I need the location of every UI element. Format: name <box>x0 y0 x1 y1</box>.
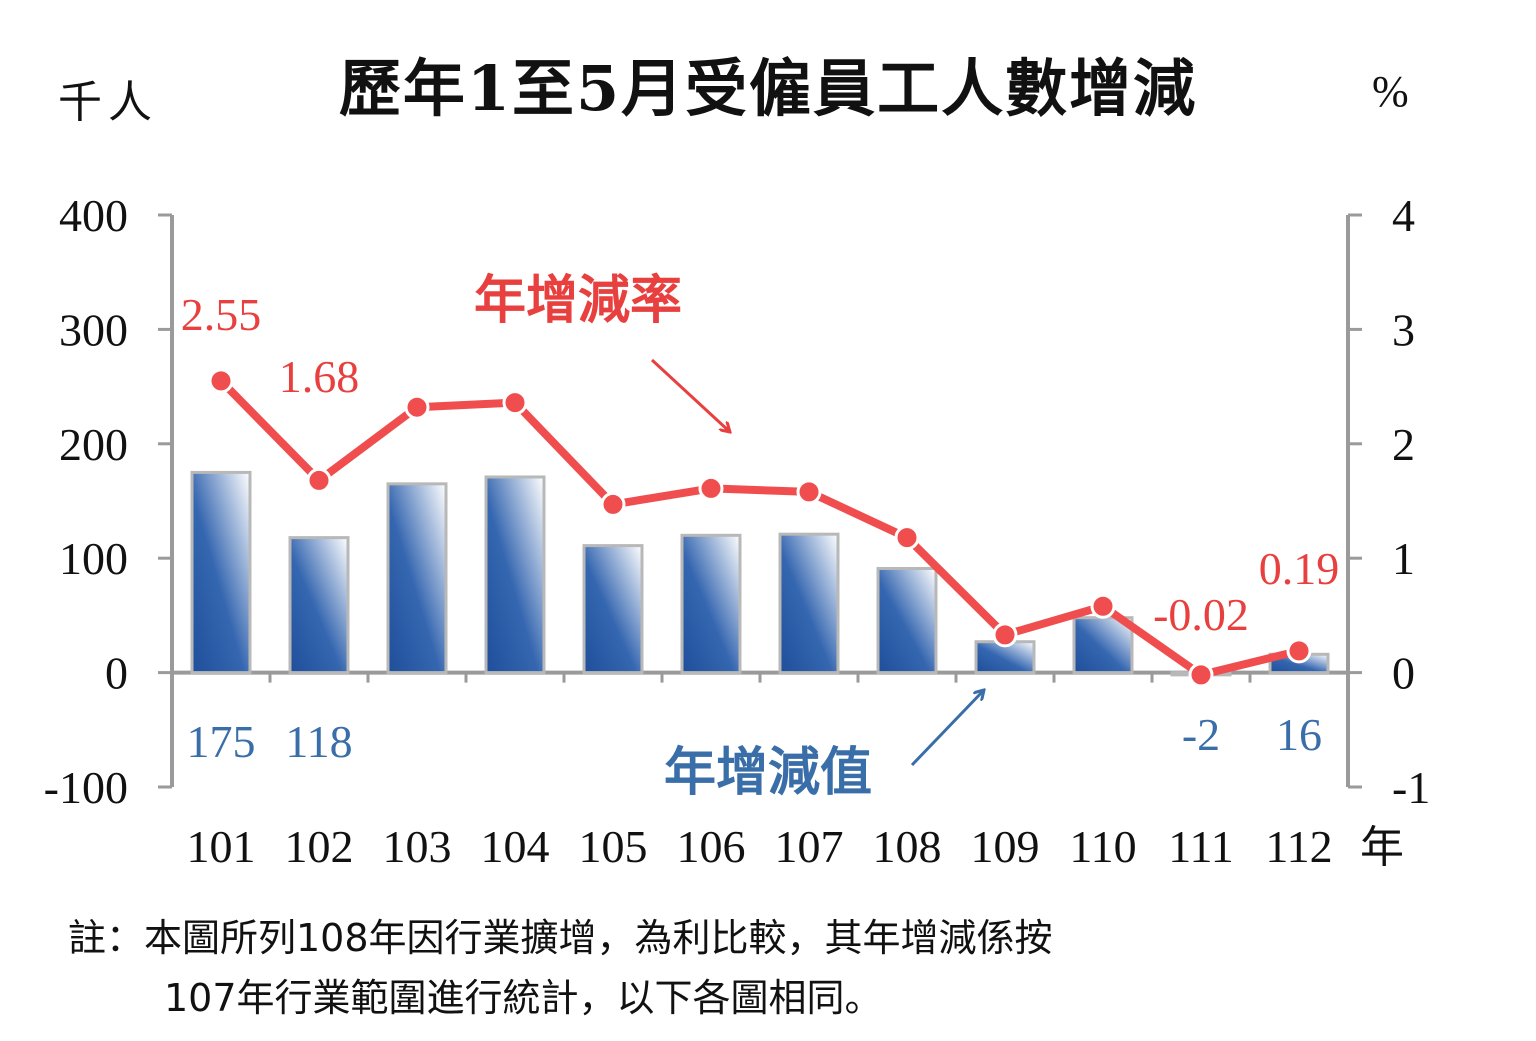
rate-point <box>404 394 430 420</box>
right-tick-label: 3 <box>1392 304 1415 355</box>
right-tick-label: 2 <box>1392 419 1415 470</box>
rate-point <box>698 475 724 501</box>
right-tick-label: 4 <box>1392 190 1415 241</box>
x-tick-label: 108 <box>873 821 942 872</box>
value-arrow-icon <box>910 690 984 767</box>
rate-point <box>1286 638 1312 664</box>
bar-data-label: 16 <box>1276 709 1322 760</box>
rate-point <box>208 368 234 394</box>
rate-point <box>502 390 528 416</box>
rate-data-label: 0.19 <box>1259 543 1340 594</box>
bar <box>778 532 840 675</box>
footnote: 註：本圖所列108年因行業擴增，為利比較，其年增減係按 107年行業範圍進行統計… <box>68 908 1053 1028</box>
rate-point <box>306 467 332 493</box>
bar <box>582 544 644 675</box>
right-tick-label: 0 <box>1392 648 1415 699</box>
bar-series <box>190 470 1330 677</box>
bar <box>190 470 252 675</box>
left-axis-unit: 千人 <box>58 77 158 128</box>
line-series <box>208 368 1312 688</box>
rate-data-label: 2.55 <box>181 289 262 340</box>
rate-point <box>600 491 626 517</box>
left-tick-label: 400 <box>59 190 128 241</box>
data-labels: 2.55 1.68 -0.020.19 175 118 -2 16 <box>181 289 1340 767</box>
x-tick-label: 104 <box>481 821 550 872</box>
x-axis-unit: 年 <box>1360 822 1404 873</box>
x-tick-label: 111 <box>1168 821 1234 872</box>
bar <box>386 482 448 675</box>
left-tick-label: 100 <box>59 533 128 584</box>
x-tick-label: 102 <box>285 821 354 872</box>
rate-point <box>992 622 1018 648</box>
value-series-label: 年增減值 <box>664 743 872 803</box>
bar-data-label: 175 <box>187 716 256 767</box>
axes: 400 300 200 100 0 -100 4 3 2 1 0 -1 101 102 103 104 105 1… <box>44 190 1431 872</box>
x-tick-label: 107 <box>775 821 844 872</box>
bar-data-label: -2 <box>1182 709 1220 760</box>
x-tick-label: 109 <box>971 821 1040 872</box>
right-tick-label: -1 <box>1392 762 1430 813</box>
chart-title: 歷年1至5月受僱員工人數增減 <box>338 52 1198 125</box>
bar <box>680 533 742 675</box>
left-tick-label: 0 <box>105 648 128 699</box>
rate-line <box>218 378 1300 679</box>
bar <box>484 475 546 675</box>
x-tick-label: 103 <box>383 821 452 872</box>
left-tick-label: 300 <box>59 304 128 355</box>
rate-data-label: -0.02 <box>1153 589 1249 640</box>
chart-canvas: 400 300 200 100 0 -100 4 3 2 1 0 -1 101 102 103 104 105 1… <box>44 190 1431 873</box>
x-tick-label: 112 <box>1265 821 1332 872</box>
left-tick-label: -100 <box>44 762 128 813</box>
x-tick-label: 110 <box>1069 821 1136 872</box>
right-axis-unit: % <box>1372 67 1409 116</box>
bar-data-label: 118 <box>285 716 352 767</box>
x-tick-label: 105 <box>579 821 648 872</box>
left-tick-label: 200 <box>59 419 128 470</box>
bar <box>876 566 938 675</box>
footnote-line-2: 107年行業範圍進行統計，以下各圖相同。 <box>164 976 883 1020</box>
bar <box>288 536 350 675</box>
rate-data-label: 1.68 <box>279 351 360 402</box>
bar <box>1072 616 1134 675</box>
rate-point <box>796 479 822 505</box>
footnote-line-1: 註：本圖所列108年因行業擴增，為利比較，其年增減係按 <box>68 916 1053 960</box>
rate-arrow-icon <box>650 358 730 432</box>
rate-point <box>894 525 920 551</box>
x-tick-label: 106 <box>677 821 746 872</box>
rate-point <box>1090 593 1116 619</box>
rate-point <box>1188 662 1214 688</box>
x-tick-label: 101 <box>187 821 256 872</box>
right-tick-label: 1 <box>1392 533 1415 584</box>
rate-series-label: 年增減率 <box>474 271 682 331</box>
